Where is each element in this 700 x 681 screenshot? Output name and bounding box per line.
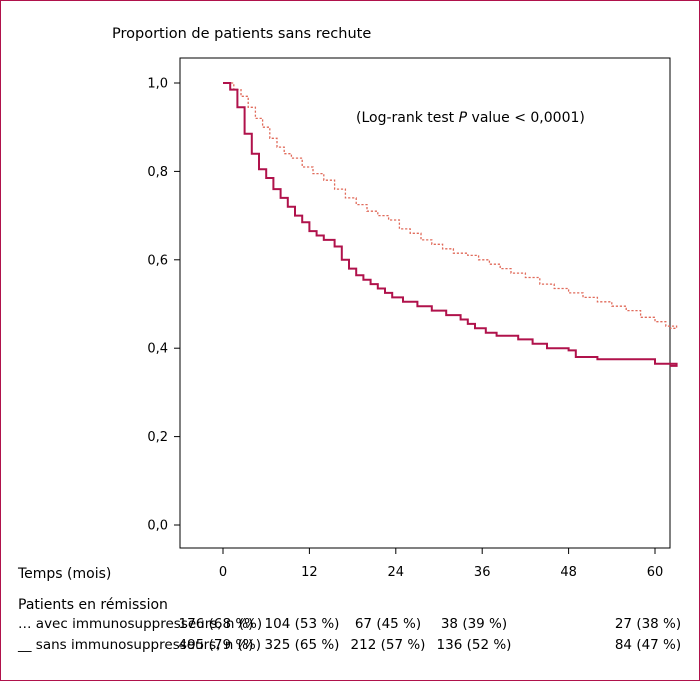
plot-box	[179, 57, 671, 549]
risk-cell: 325 (65 %)	[264, 637, 340, 653]
x-tick-label: 24	[388, 565, 405, 580]
curve-avec-immunosuppresseurs	[223, 82, 678, 329]
risk-table-title: Patients en rémission	[18, 597, 168, 613]
x-tick-label: 60	[647, 565, 664, 580]
x-tick-label: 12	[301, 565, 318, 580]
x-tick-label: 48	[560, 565, 577, 580]
y-tick-label: 0,8	[147, 165, 168, 180]
y-tick-label: 0,4	[147, 342, 168, 357]
risk-row-label: __ sans immunosuppresseurs, n (%)	[18, 637, 261, 653]
y-tick-label: 0,2	[147, 430, 168, 445]
risk-row-label: … avec immunosuppresseurs, n (%)	[18, 616, 263, 632]
x-tick-label: 36	[474, 565, 491, 580]
risk-cell: 84 (47 %)	[614, 637, 682, 653]
x-tick-label: 0	[219, 565, 227, 580]
risk-cell: 176 (68 %)	[178, 616, 254, 632]
y-tick-label: 1,0	[147, 77, 168, 92]
y-ticks: 0,0 0,2 0,4 0,6 0,8 1,0	[147, 77, 180, 534]
series-group	[223, 82, 678, 367]
y-axis-title: Proportion de patients sans rechute	[112, 26, 372, 42]
risk-cell: 212 (57 %)	[350, 637, 426, 653]
y-tick-label: 0,6	[147, 253, 168, 268]
risk-cell: 67 (45 %)	[354, 616, 422, 632]
x-axis-title: Temps (mois)	[18, 566, 112, 582]
x-ticks: 0 12 24 36 48 60	[219, 548, 663, 580]
risk-cell: 104 (53 %)	[264, 616, 340, 632]
risk-cell: 495 (79 %)	[178, 637, 254, 653]
risk-cell: 136 (52 %)	[436, 637, 512, 653]
curve-sans-immunosuppresseurs	[223, 82, 678, 367]
risk-cell: 38 (39 %)	[440, 616, 508, 632]
y-tick-label: 0,0	[147, 519, 168, 534]
risk-cell: 27 (38 %)	[614, 616, 682, 632]
log-rank-annotation: (Log-rank test P value < 0,0001)	[356, 110, 585, 126]
